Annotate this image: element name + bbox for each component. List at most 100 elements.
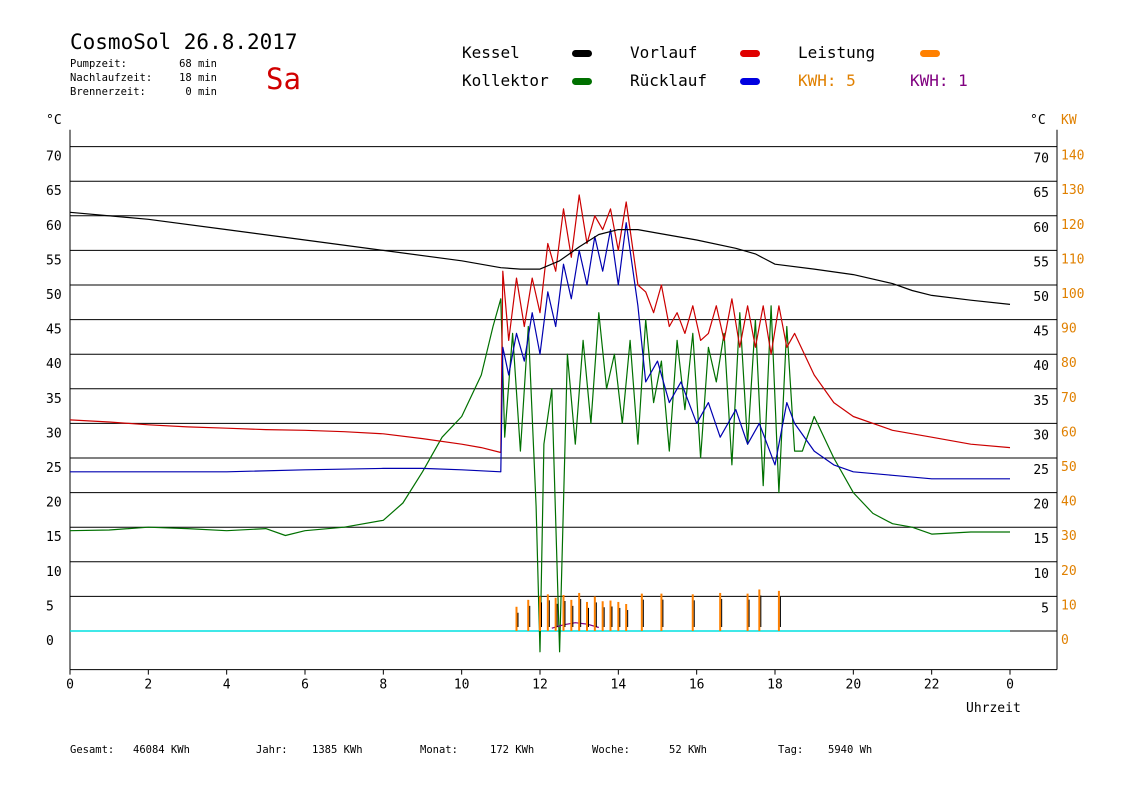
- legend-vorlauf-swatch: [740, 50, 760, 57]
- series-line-kessel: [69, 211, 1011, 305]
- y-left-tick-50: 50: [46, 288, 62, 303]
- footer-monat-label: Monat:: [420, 744, 458, 756]
- footer-jahr-value: 1385 KWh: [312, 744, 363, 756]
- y-left-tick-40: 40: [46, 357, 62, 372]
- y-right-tick-45: 45: [1033, 325, 1049, 340]
- y-kw-tick-140: 140: [1061, 149, 1084, 164]
- y-right-tick-70: 70: [1033, 152, 1049, 167]
- y-kw-tick-10: 10: [1061, 598, 1077, 613]
- footer-gesamt-value: 46084 KWh: [133, 744, 190, 756]
- nachlauf-label: Nachlaufzeit:: [70, 72, 153, 84]
- pump-value: 68 min: [179, 58, 217, 70]
- x-axis-label: Uhrzeit: [966, 701, 1021, 716]
- legend-kwh-purple: KWH: 1: [910, 71, 968, 90]
- footer-tag-label: Tag:: [778, 744, 804, 756]
- y-kw-tick-120: 120: [1061, 218, 1084, 233]
- y-left-tick-20: 20: [46, 496, 62, 511]
- y-left-tick-15: 15: [46, 530, 62, 545]
- y-right-tick-35: 35: [1033, 394, 1049, 409]
- power-spikes: [515, 589, 781, 631]
- x-tick-label-7: 14: [611, 678, 627, 693]
- brenner-label: Brennerzeit:: [70, 86, 146, 98]
- y-kw-tick-30: 30: [1061, 529, 1077, 544]
- y-right-tick-15: 15: [1033, 532, 1049, 547]
- series-line-kwh-1: [551, 622, 599, 629]
- x-tick-label-3: 6: [301, 678, 309, 693]
- y-left-tick-10: 10: [46, 565, 62, 580]
- y-left-tick-25: 25: [46, 461, 62, 476]
- left-unit-label: °C: [46, 113, 62, 128]
- series-lines: [69, 194, 1011, 653]
- series-line-kollektor: [69, 298, 1010, 653]
- legend-ruecklauf: Rücklauf: [630, 71, 708, 90]
- legend-kwh-orange: KWH: 5: [798, 71, 856, 90]
- chart-title: CosmoSol 26.8.2017: [70, 30, 298, 54]
- y-left-tick-30: 30: [46, 426, 62, 441]
- x-tick-label-12: 0: [1006, 678, 1014, 693]
- right-kw-unit-label: KW: [1061, 113, 1077, 128]
- y-left-tick-0: 0: [46, 634, 54, 649]
- legend-ruecklauf-swatch: [740, 78, 760, 85]
- y-left-tick-45: 45: [46, 323, 62, 338]
- y-right-tick-30: 30: [1033, 428, 1049, 443]
- y-kw-tick-40: 40: [1061, 495, 1077, 510]
- y-left-tick-60: 60: [46, 219, 62, 234]
- x-tick-label-11: 22: [924, 678, 940, 693]
- y-right-tick-60: 60: [1033, 221, 1049, 236]
- x-tick-label-6: 12: [532, 678, 548, 693]
- y-right-tick-20: 20: [1033, 498, 1049, 513]
- gridlines: [70, 146, 1057, 597]
- y-kw-tick-60: 60: [1061, 425, 1077, 440]
- footer-jahr-label: Jahr:: [256, 744, 288, 756]
- legend-kollektor-swatch: [572, 78, 592, 85]
- y-left-tick-70: 70: [46, 150, 62, 165]
- x-tick-label-5: 10: [454, 678, 470, 693]
- pump-label: Pumpzeit:: [70, 58, 127, 70]
- legend-kessel-swatch: [572, 50, 592, 57]
- legend-kollektor: Kollektor: [462, 71, 549, 90]
- y-right-tick-65: 65: [1033, 186, 1049, 201]
- series-line-vorlauf: [69, 194, 1011, 454]
- y-left-tick-55: 55: [46, 253, 62, 268]
- legend-kessel: Kessel: [462, 43, 520, 62]
- legend-leistung-swatch: [920, 50, 940, 57]
- y-kw-tick-0: 0: [1061, 633, 1069, 648]
- footer-gesamt-label: Gesamt:: [70, 744, 115, 756]
- y-kw-tick-20: 20: [1061, 564, 1077, 579]
- y-kw-tick-100: 100: [1061, 287, 1084, 302]
- y-left-tick-5: 5: [46, 599, 54, 614]
- x-tick-label-10: 20: [846, 678, 862, 693]
- y-left-tick-35: 35: [46, 392, 62, 407]
- brenner-value: 0 min: [185, 86, 217, 98]
- footer-tag-value: 5940 Wh: [828, 744, 873, 756]
- footer-woche-value: 52 KWh: [669, 744, 707, 756]
- x-tick-label-4: 8: [379, 678, 387, 693]
- x-tick-label-1: 2: [144, 678, 152, 693]
- y-right-tick-5: 5: [1041, 601, 1049, 616]
- y-left-tick-65: 65: [46, 184, 62, 199]
- x-tick-label-0: 0: [66, 678, 74, 693]
- y-kw-tick-70: 70: [1061, 391, 1077, 406]
- y-kw-tick-130: 130: [1061, 183, 1084, 198]
- y-right-tick-55: 55: [1033, 255, 1049, 270]
- footer-monat-value: 172 KWh: [490, 744, 535, 756]
- y-right-tick-10: 10: [1033, 567, 1049, 582]
- y-right-tick-50: 50: [1033, 290, 1049, 305]
- right-unit-label: °C: [1030, 113, 1046, 128]
- tick-labels: 0 2 4 6 8 10 12 14 16 18 20 22 005101520253035404550…: [46, 149, 1084, 693]
- series-line-r-cklauf: [70, 222, 1010, 480]
- legend-vorlauf: Vorlauf: [630, 43, 698, 62]
- y-kw-tick-50: 50: [1061, 460, 1077, 475]
- footer-woche-label: Woche:: [592, 744, 630, 756]
- y-kw-tick-80: 80: [1061, 356, 1077, 371]
- x-tick-label-9: 18: [767, 678, 783, 693]
- legend-leistung: Leistung: [798, 43, 876, 62]
- x-tick-label-8: 16: [689, 678, 705, 693]
- y-right-tick-25: 25: [1033, 463, 1049, 478]
- y-right-tick-40: 40: [1033, 359, 1049, 374]
- y-kw-tick-110: 110: [1061, 252, 1084, 267]
- nachlauf-value: 18 min: [179, 72, 217, 84]
- y-kw-tick-90: 90: [1061, 322, 1077, 337]
- weekday-label: Sa: [266, 62, 301, 96]
